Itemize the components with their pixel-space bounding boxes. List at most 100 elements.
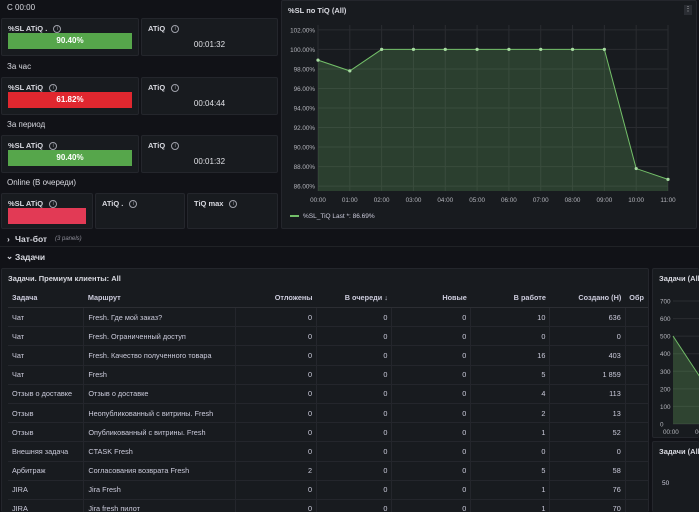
stat-panel-sl-online[interactable]: %SL ATiQ i [1, 193, 93, 229]
table-cell: Арбитраж [8, 461, 85, 481]
table-cell: 4 [470, 384, 551, 404]
x-tick-label: 06:00 [501, 197, 517, 204]
panel-menu-icon[interactable]: ⋮ [684, 5, 692, 15]
sl-tiq-chart: 102.00% 100.00% 98.00% 96.00% 94.00% 92.00% 90… [290, 25, 676, 204]
table-cell: 0 [235, 499, 318, 512]
table-cell: Согласования возврата Fresh [83, 461, 236, 481]
table-cell: 0 [235, 326, 318, 347]
table-row[interactable]: Внешняя задача CTASK Fresh 0 0 0 0 0 [8, 441, 648, 462]
table-cell: Отзыв о доставке [8, 384, 85, 404]
y-tick-label: 300 [660, 369, 671, 376]
table-row[interactable]: Отзыв о доставке Отзыв о доставке 0 0 0 4 113 [8, 384, 648, 404]
table-cell-empty [625, 345, 648, 366]
table-row[interactable]: Чат Fresh. Где мой заказ? 0 0 0 10 636 [8, 307, 648, 328]
table-row[interactable]: Чат Fresh. Качество полученного товара 0 0 0… [8, 345, 648, 366]
column-header-task[interactable]: Задача [8, 288, 84, 308]
table-row[interactable]: Отзыв Неопубликованный с витрины. Fresh 0 0… [8, 403, 648, 424]
table-cell: 0 [235, 365, 318, 385]
series-area [318, 49, 668, 191]
tasks-table-panel[interactable]: Задачи. Премиум клиенты: All Задача Марш… [1, 268, 649, 512]
y-tick-label: 102.00% [290, 27, 315, 34]
stat-panel-sl-today[interactable]: %SL ATiQ . i 90.40% [1, 18, 139, 56]
stat-panel-atiq-online[interactable]: ATiQ . i [95, 193, 185, 229]
x-tick-label: 10:00 [628, 197, 644, 204]
table-cell: Отзыв [8, 403, 85, 424]
table-row[interactable]: Чат Fresh. Ограниченный доступ 0 0 0 0 0 [8, 326, 648, 347]
y-tick-label: 92.00% [294, 125, 316, 132]
table-cell: 70 [549, 499, 626, 512]
column-header-in-queue[interactable]: В очереди ↓ [316, 288, 392, 308]
table-cell: 1 [470, 499, 551, 512]
side-chart-panel-2[interactable]: Задачи (All) 50 [652, 441, 699, 512]
table-cell: 0 [316, 499, 393, 512]
section-header-today: С 00:00 [7, 3, 36, 12]
x-tick-label: 01:00 [342, 197, 358, 204]
table-cell: 0 [235, 403, 318, 424]
stat-title: ATiQ [148, 83, 166, 92]
info-icon[interactable]: i [171, 84, 180, 93]
stat-panel-sl-hour[interactable]: %SL ATiQ i 61.82% [1, 77, 139, 115]
chart-legend[interactable]: %SL_TiQ Last *: 86.69% [290, 213, 375, 220]
table-cell: 0 [235, 384, 318, 404]
stat-title: %SL ATiQ [8, 83, 44, 92]
y-tick-label: 700 [660, 299, 671, 306]
info-icon[interactable]: i [171, 142, 180, 151]
info-icon[interactable]: i [49, 200, 58, 209]
data-point [348, 69, 352, 73]
info-icon[interactable]: i [129, 200, 138, 209]
table-cell: Опубликованный с витрины. Fresh [83, 422, 236, 443]
table-row[interactable]: Арбитраж Согласования возврата Fresh 2 0 0 5 5… [8, 461, 648, 481]
group-row-chatbot[interactable]: › Чат-бот (3 panels) [0, 232, 699, 247]
info-icon[interactable]: i [49, 84, 58, 93]
y-tick-label: 200 [660, 386, 671, 393]
group-row-tasks[interactable]: ⌄ Задачи [0, 250, 699, 264]
table-cell: JIRA [8, 499, 85, 512]
stat-value: 00:01:32 [193, 40, 226, 49]
stat-panel-sl-period[interactable]: %SL ATiQ i 90.40% [1, 135, 139, 173]
table-cell-empty [625, 499, 648, 512]
table-cell: Jira fresh пилот [83, 499, 236, 512]
table-row[interactable]: JIRA Jira Fresh 0 0 0 1 76 [8, 480, 648, 500]
table-cell: JIRA [8, 480, 85, 500]
y-tick-label: 90.00% [294, 145, 316, 152]
stat-panel-atiq-hour[interactable]: ATiQ i 00:04:44 [141, 77, 278, 115]
table-cell: 0 [391, 307, 472, 328]
x-tick-label: 00:00 [663, 429, 679, 436]
table-cell-empty [625, 441, 648, 462]
table-cell-empty [625, 384, 648, 404]
table-title: Задачи. Премиум клиенты: All [8, 274, 121, 283]
column-header-route[interactable]: Маршрут [83, 288, 236, 308]
table-cell: 76 [549, 480, 626, 500]
table-cell: Чат [8, 365, 85, 385]
y-tick-label: 400 [660, 351, 671, 358]
column-header-created[interactable]: Создано (Н) [549, 288, 626, 308]
column-header-in-work[interactable]: В работе [470, 288, 550, 308]
data-point [634, 166, 638, 171]
table-cell: Jira Fresh [83, 480, 236, 500]
table-cell-empty [625, 403, 648, 424]
info-icon[interactable]: i [171, 25, 180, 34]
y-tick-label: 88.00% [294, 164, 316, 171]
stat-panel-tiq-max[interactable]: TiQ max i [187, 193, 278, 229]
table-cell: 0 [391, 365, 472, 385]
info-icon[interactable]: i [49, 142, 58, 151]
stat-title: TiQ max [194, 199, 224, 208]
data-point [443, 47, 447, 52]
table-row[interactable]: Чат Fresh 0 0 0 5 1 859 [8, 365, 648, 385]
table-row[interactable]: Отзыв Опубликованный с витрины. Fresh 0 0 0 1… [8, 422, 648, 443]
table-cell: 0 [316, 461, 393, 481]
info-icon[interactable]: i [229, 200, 238, 209]
chart-panel-sl-tiq[interactable]: %SL по TiQ (All) ⋮ 102.00% 100.00% 98.00% 9… [281, 0, 697, 229]
info-icon[interactable]: i [53, 25, 62, 34]
table-cell: 0 [316, 365, 393, 385]
x-tick-label: 07:00 [533, 197, 549, 204]
table-row[interactable]: JIRA Jira fresh пилот 0 0 0 1 70 [8, 499, 648, 512]
stat-panel-atiq-period[interactable]: ATiQ i 00:01:32 [141, 135, 278, 173]
side-chart-panel-1[interactable]: Задачи (All) 700 600 500 400 300 200 100 0 00:00… [652, 268, 699, 438]
table-cell: 0 [470, 326, 551, 347]
y-tick-label: 0 [660, 422, 664, 429]
stat-panel-atiq-today[interactable]: ATiQ i 00:01:32 [141, 18, 278, 56]
column-header-postponed[interactable]: Отложены [235, 288, 317, 308]
column-header-processed[interactable]: Обр [625, 288, 648, 308]
column-header-new[interactable]: Новые [391, 288, 471, 308]
